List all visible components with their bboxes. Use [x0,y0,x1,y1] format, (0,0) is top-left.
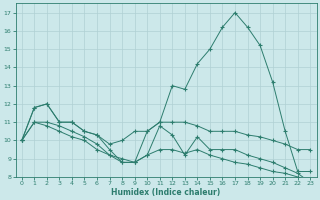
X-axis label: Humidex (Indice chaleur): Humidex (Indice chaleur) [111,188,221,197]
